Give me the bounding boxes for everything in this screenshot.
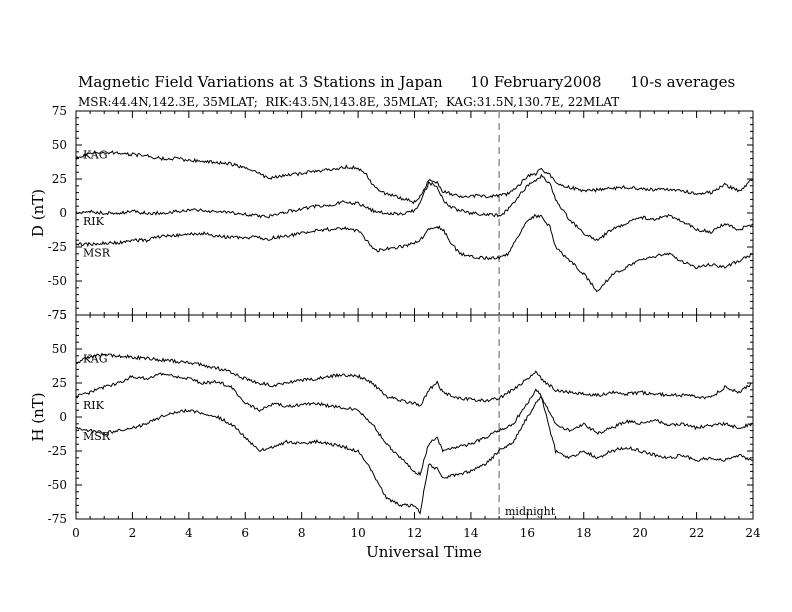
x-tick-label: 0 — [72, 526, 80, 540]
series-line-rik — [75, 372, 754, 477]
plot-frame — [75, 314, 754, 520]
y-tick-label: -25 — [48, 444, 67, 458]
y-tick-label: 0 — [59, 410, 67, 424]
plot-frame — [75, 110, 754, 316]
y-axis-label: H (nT) — [29, 392, 47, 441]
series-label-rik: RIK — [83, 215, 105, 228]
series-line-msr — [75, 213, 754, 293]
x-tick-label: 8 — [298, 526, 306, 540]
series-label-kag: KAG — [83, 353, 108, 366]
stations-line: MSR:44.4N,142.3E, 35MLAT; RIK:43.5N,143.… — [78, 95, 619, 109]
x-tick-label: 2 — [129, 526, 137, 540]
y-tick-label: -75 — [48, 308, 67, 322]
d-panel: -75 -50 -25 0 25 50 75 D (nT) KAG RIK MSR — [29, 104, 754, 322]
x-tick-label: 16 — [520, 526, 535, 540]
x-tick-label: 12 — [407, 526, 422, 540]
x-tick-label: 4 — [185, 526, 193, 540]
x-tick-label: 20 — [633, 526, 648, 540]
y-tick-label: -50 — [48, 478, 67, 492]
y-tick-label: 75 — [52, 104, 67, 118]
y-tick-label: 0 — [59, 206, 67, 220]
y-tick-label: 50 — [52, 138, 67, 152]
series-label-msr: MSR — [83, 430, 111, 443]
series-label-msr: MSR — [83, 246, 111, 259]
series-line-msr — [75, 396, 754, 515]
chart-title: Magnetic Field Variations at 3 Stations … — [78, 73, 443, 91]
x-tick-label: 14 — [463, 526, 479, 540]
series-line-kag — [75, 150, 754, 205]
series-line-rik — [75, 173, 754, 242]
chart-averaging: 10-s averages — [630, 73, 735, 91]
y-tick-label: -25 — [48, 240, 67, 254]
x-tick-label: 22 — [689, 526, 704, 540]
y-tick-label: 25 — [52, 376, 67, 390]
x-tick-label: 6 — [241, 526, 249, 540]
y-tick-label: -50 — [48, 274, 67, 288]
series-line-kag — [75, 352, 754, 407]
y-tick-label: 25 — [52, 172, 67, 186]
y-axis-label: D (nT) — [29, 189, 47, 237]
midnight-label: midnight — [505, 505, 556, 518]
x-tick-label: 24 — [745, 526, 761, 540]
y-tick-label: 75 — [52, 308, 67, 322]
series-label-kag: KAG — [83, 149, 108, 162]
y-tick-label: -75 — [48, 512, 67, 526]
series-label-rik: RIK — [83, 399, 105, 412]
x-tick-label: 18 — [576, 526, 591, 540]
x-axis-label: Universal Time — [366, 543, 482, 561]
x-tick-label: 10 — [350, 526, 365, 540]
chart-date: 10 February2008 — [470, 73, 602, 91]
y-tick-label: 50 — [52, 342, 67, 356]
